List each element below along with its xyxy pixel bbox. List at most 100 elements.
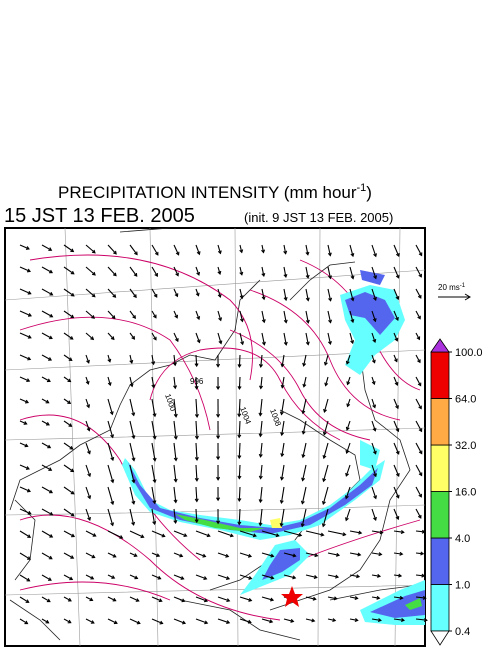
wind-arrow-head (416, 336, 421, 341)
wind-arrow (346, 442, 351, 454)
wind-arrow-head (420, 551, 425, 556)
contour-label: 996 (190, 377, 204, 386)
wind-arrow-head (70, 555, 75, 559)
wind-arrow (85, 266, 96, 276)
wind-arrow (238, 354, 241, 367)
wind-arrow (85, 552, 95, 558)
wind-arrow-head (46, 598, 51, 603)
wind-arrow (217, 332, 222, 344)
wind-arrow-head (350, 340, 355, 345)
wind-arrow (63, 332, 74, 340)
wind-arrow-head (86, 359, 90, 364)
wind-arrow (173, 332, 179, 342)
wind-arrow (371, 574, 381, 577)
wind-arrow (371, 332, 376, 343)
wind-arrow-head (258, 453, 263, 458)
wind-arrow (195, 574, 207, 580)
wind-arrow-head (394, 381, 399, 386)
wind-arrow (238, 464, 241, 479)
wind-arrow (261, 530, 279, 537)
wind-arrow-head (87, 516, 91, 522)
wind-arrow-head (203, 576, 208, 580)
wind-arrow-head (91, 315, 96, 319)
wind-arrow-head (86, 404, 91, 409)
wind-arrow (129, 508, 135, 525)
wind-arrow-head (26, 378, 31, 383)
wind-arrow-head (301, 454, 306, 459)
wind-arrow-head (86, 427, 91, 432)
wind-arrow (393, 420, 399, 432)
wind-arrow-head (89, 597, 94, 602)
wind-arrow-head (49, 489, 54, 494)
wind-arrow-head (70, 270, 75, 275)
wind-arrow (19, 376, 30, 382)
wind-arrow (19, 486, 31, 492)
wind-arrow (129, 574, 138, 579)
wind-arrow-head (134, 251, 138, 256)
wind-arrow (322, 464, 329, 482)
wind-arrow-head (204, 620, 209, 625)
wind-arrow-head (45, 399, 50, 404)
wind-arrow (151, 244, 159, 256)
wind-arrow (63, 464, 74, 472)
wind-arrow-head (247, 553, 253, 558)
wind-arrow (283, 332, 287, 345)
wind-arrow-head (321, 500, 326, 506)
wind-arrow-head (327, 340, 332, 346)
wind-arrow-head (301, 477, 306, 482)
wind-arrow-head (49, 511, 54, 516)
wind-arrow (239, 574, 252, 580)
title: PRECIPITATION INTENSITY (mm hour-1) (58, 182, 372, 202)
wind-arrow-head (153, 314, 157, 319)
wind-arrow (173, 464, 177, 482)
wind-arrow (63, 574, 73, 580)
wind-arrow (41, 266, 53, 274)
wind-arrow-head (248, 597, 253, 602)
wind-arrow-head (418, 405, 422, 410)
wind-arrow (151, 530, 165, 537)
wind-arrow-head (292, 553, 297, 558)
wind-arrow-head (181, 620, 187, 625)
wind-arrow-head (342, 532, 347, 537)
wind-arrow-head (172, 362, 177, 367)
wind-arrow-head (258, 499, 263, 504)
wind-arrow-head (394, 358, 398, 363)
wind-arrow-head (174, 314, 179, 319)
wind-arrow-head (395, 296, 400, 301)
wind-arrow-head (226, 598, 231, 603)
wind-arrow-head (194, 363, 199, 368)
wind-arrow (195, 244, 200, 255)
wind-arrow (195, 420, 198, 439)
wind-arrow-head (173, 499, 178, 504)
colorbar-under (430, 630, 450, 646)
wind-arrow-head (24, 399, 30, 404)
wind-arrow (217, 310, 222, 321)
wind-arrow-head (237, 498, 242, 503)
wind-arrow-head (395, 252, 400, 258)
wind-arrow-head (131, 412, 136, 417)
wind-arrow (151, 618, 163, 625)
wind-arrow-head (26, 268, 31, 273)
wind-arrow (107, 442, 114, 461)
wind-arrow (19, 244, 30, 250)
wind-arrow-head (157, 575, 162, 580)
wind-arrow (415, 288, 422, 299)
wind-arrow (129, 420, 135, 439)
wind-arrow (393, 288, 399, 300)
wind-arrow-head (395, 405, 399, 410)
wind-arrow-head (354, 596, 359, 600)
wind-arrow (280, 508, 285, 527)
wind-arrow-head (372, 404, 377, 409)
title-sup: -1 (357, 182, 367, 194)
wind-arrow (107, 244, 117, 255)
wind-arrow (239, 596, 252, 602)
wind-arrow (195, 442, 198, 460)
wind-arrow-head (418, 252, 423, 257)
wind-arrow-head (270, 575, 275, 580)
vector-scale-sup: -1 (460, 283, 466, 289)
wind-arrow (261, 310, 265, 323)
wind-arrow (371, 244, 377, 257)
wind-arrow-head (354, 618, 359, 622)
wind-arrow (195, 310, 200, 320)
